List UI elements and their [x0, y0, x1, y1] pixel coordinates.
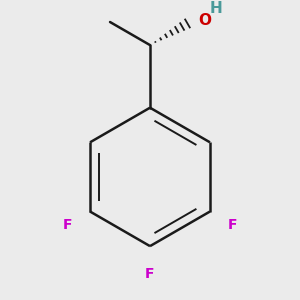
Text: H: H — [209, 1, 222, 16]
Text: F: F — [62, 218, 72, 232]
Text: F: F — [228, 218, 238, 232]
Text: F: F — [145, 267, 155, 281]
Text: O: O — [198, 13, 211, 28]
